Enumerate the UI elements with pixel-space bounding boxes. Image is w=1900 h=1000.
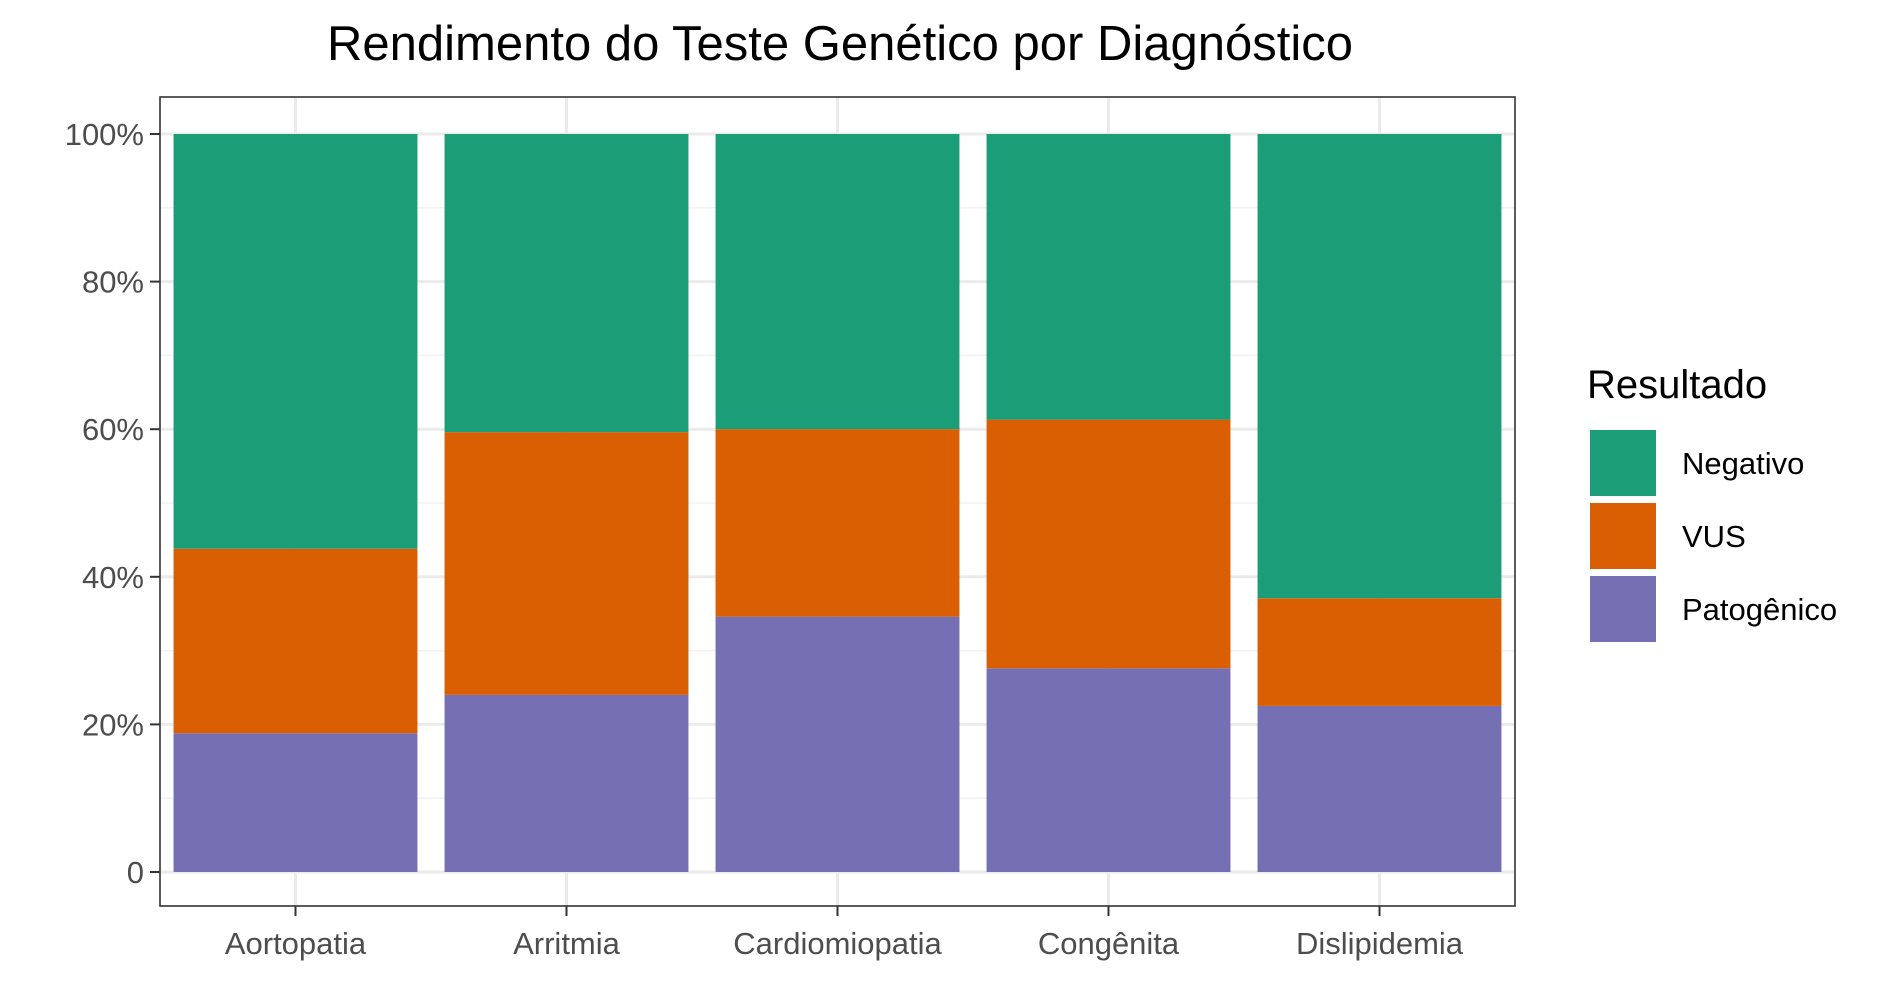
bar-vus-arritmia — [444, 432, 689, 695]
legend-key-negativo — [1590, 430, 1656, 496]
bar-negativo-arritmia — [444, 134, 689, 433]
bar-vus-congênita — [986, 419, 1231, 669]
y-tick-label: 20% — [82, 707, 144, 742]
x-tick-label: Dislipidemia — [1296, 926, 1464, 961]
x-tick-label: Arritmia — [513, 926, 621, 961]
bar-negativo-cardiomiopatia — [715, 134, 960, 430]
legend-label-vus: VUS — [1682, 519, 1746, 554]
x-tick-label: Aortopatia — [225, 926, 367, 961]
bar-patogênico-congênita — [986, 668, 1231, 872]
x-tick-label: Cardiomiopatia — [733, 926, 942, 961]
x-tick-label: Congênita — [1038, 926, 1180, 961]
y-tick-label: 0 — [127, 855, 144, 890]
plot-area: 0 20% 40% 60% 80% 100% Aortopatia Arritmia Cardi… — [65, 96, 1516, 961]
bar-negativo-dislipidemia — [1257, 134, 1502, 599]
legend-label-patogênico: Patogênico — [1682, 592, 1837, 627]
y-tick-label: 100% — [65, 117, 144, 152]
legend-title: Resultado — [1587, 363, 1767, 407]
y-tick-label: 80% — [82, 265, 144, 300]
legend: Resultado Negativo VUS Patogênico — [1587, 363, 1837, 642]
legend-label-negativo: Negativo — [1682, 446, 1804, 481]
bar-vus-aortopatia — [173, 548, 418, 734]
bar-patogênico-dislipidemia — [1257, 705, 1502, 872]
chart-title: Rendimento do Teste Genético por Diagnós… — [327, 17, 1353, 71]
bar-patogênico-cardiomiopatia — [715, 616, 960, 872]
bar-patogênico-arritmia — [444, 694, 689, 872]
y-tick-label: 40% — [82, 560, 144, 595]
y-tick-label: 60% — [82, 412, 144, 447]
bar-negativo-aortopatia — [173, 134, 418, 549]
bar-patogênico-aortopatia — [173, 733, 418, 872]
bar-vus-cardiomiopatia — [715, 429, 960, 617]
bar-vus-dislipidemia — [1257, 598, 1502, 706]
legend-key-patogênico — [1590, 576, 1656, 642]
legend-key-vus — [1590, 503, 1656, 569]
bar-negativo-congênita — [986, 134, 1231, 420]
